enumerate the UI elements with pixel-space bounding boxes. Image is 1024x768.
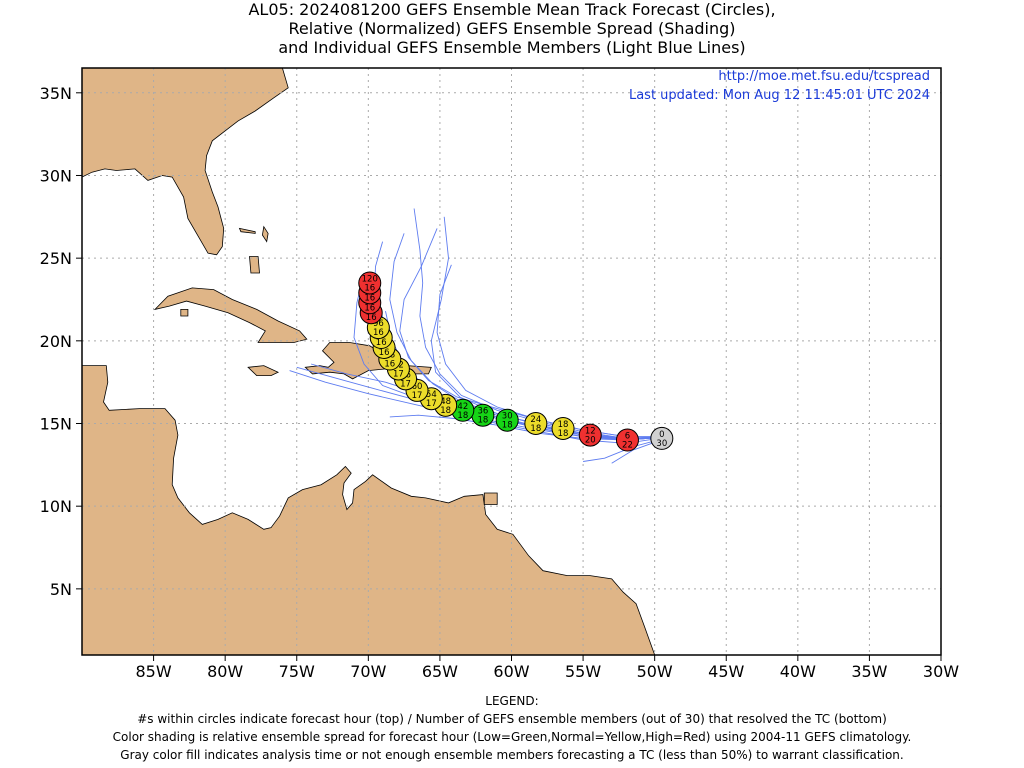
lat-tick-label: 35N bbox=[40, 84, 72, 103]
member-count-label: 17 bbox=[412, 391, 423, 401]
lon-tick-label: 35W bbox=[851, 662, 887, 681]
source-link[interactable]: http://moe.met.fsu.edu/tcspread bbox=[718, 69, 930, 84]
lat-tick-label: 20N bbox=[40, 332, 72, 351]
member-count-label: 16 bbox=[373, 328, 384, 338]
legend-heading: LEGEND: bbox=[485, 694, 539, 708]
ensemble-member-line bbox=[436, 264, 671, 438]
forecast-hour-label: 30 bbox=[502, 412, 513, 422]
member-count-label: 16 bbox=[364, 293, 375, 303]
map-title: AL05: 2024081200 GEFS Ensemble Mean Trac… bbox=[0, 0, 1024, 57]
forecast-hour-label: 18 bbox=[558, 420, 569, 430]
land-layer bbox=[82, 68, 656, 655]
legend-line-1: #s within circles indicate forecast hour… bbox=[137, 712, 887, 726]
forecast-hour-label: 48 bbox=[440, 397, 451, 407]
track-circle bbox=[495, 408, 519, 432]
lon-tick-label: 55W bbox=[565, 662, 601, 681]
lon-tick-label: 75W bbox=[279, 662, 315, 681]
lon-tick-label: 60W bbox=[493, 662, 529, 681]
forecast-hour-label: 36 bbox=[477, 407, 488, 417]
land-grand-bahama bbox=[238, 227, 256, 234]
track-circle bbox=[358, 271, 382, 295]
lon-tick-label: 30W bbox=[923, 662, 959, 681]
track-point: 622 bbox=[615, 428, 639, 452]
lon-tick-label: 50W bbox=[637, 662, 673, 681]
lat-tick-label: 15N bbox=[40, 415, 72, 434]
lon-tick-label: 85W bbox=[135, 662, 171, 681]
lat-tick-label: 10N bbox=[40, 497, 72, 516]
lat-tick-label: 5N bbox=[50, 580, 72, 599]
forecast-hour-label: 96 bbox=[373, 319, 384, 329]
member-count-label: 17 bbox=[400, 379, 411, 389]
lat-tick-label: 30N bbox=[40, 166, 72, 185]
land-jamaica bbox=[247, 365, 280, 377]
forecast-hour-label: 6 bbox=[625, 432, 630, 442]
member-count-label: 18 bbox=[477, 416, 488, 426]
member-count-label: 17 bbox=[426, 399, 437, 409]
track-circle bbox=[650, 426, 674, 450]
member-count-label: 18 bbox=[530, 424, 541, 434]
lon-tick-label: 70W bbox=[350, 662, 386, 681]
land-central-south-america bbox=[82, 365, 656, 655]
land-cuba bbox=[153, 287, 308, 343]
member-count-label: 18 bbox=[457, 411, 468, 421]
member-count-label: 16 bbox=[366, 313, 377, 323]
forecast-hour-label: 24 bbox=[530, 415, 541, 425]
member-count-label: 16 bbox=[384, 360, 395, 370]
land-trinidad bbox=[483, 492, 498, 505]
forecast-hour-label: 42 bbox=[457, 402, 468, 412]
member-count-label: 18 bbox=[558, 429, 569, 439]
legend-line-3: Gray color fill indicates analysis time … bbox=[120, 748, 904, 762]
title-line-1: AL05: 2024081200 GEFS Ensemble Mean Trac… bbox=[248, 0, 776, 19]
title-line-2: Relative (Normalized) GEFS Ensemble Spre… bbox=[288, 19, 736, 38]
lon-tick-label: 40W bbox=[780, 662, 816, 681]
track-point: 030 bbox=[650, 426, 674, 450]
mean-track-circles: 0306221220181824183018361842184818541760… bbox=[358, 271, 674, 452]
track-map: 0306221220181824183018361842184818541760… bbox=[40, 67, 960, 681]
last-updated: Last updated: Mon Aug 12 11:45:01 UTC 20… bbox=[629, 88, 930, 103]
member-count-label: 18 bbox=[440, 406, 451, 416]
legend: LEGEND: #s within circles indicate forec… bbox=[0, 692, 1024, 764]
lat-tick-label: 25N bbox=[40, 249, 72, 268]
member-count-label: 22 bbox=[622, 441, 633, 451]
track-circle bbox=[615, 428, 639, 452]
title-line-3: and Individual GEFS Ensemble Members (Li… bbox=[278, 38, 746, 57]
forecast-hour-label: 12 bbox=[585, 427, 596, 437]
member-count-label: 16 bbox=[376, 338, 387, 348]
track-circle bbox=[524, 412, 548, 436]
member-count-label: 16 bbox=[379, 348, 390, 358]
track-circle bbox=[578, 423, 602, 447]
member-count-label: 18 bbox=[502, 421, 513, 431]
land-abaco bbox=[261, 225, 269, 243]
lon-tick-label: 65W bbox=[422, 662, 458, 681]
member-count-label: 20 bbox=[585, 436, 596, 446]
axis-labels: 85W 80W 75W 70W 65W 60W 55W 50W 45W 40W 35W 30W 5N 10… bbox=[40, 84, 960, 681]
forecast-hour-label: 120 bbox=[362, 274, 378, 284]
land-isla-juventud bbox=[180, 308, 189, 317]
grid-layer bbox=[82, 68, 941, 655]
land-north-america bbox=[82, 68, 289, 256]
forecast-hour-label: 0 bbox=[659, 430, 664, 440]
forecast-hour-label: 54 bbox=[426, 390, 437, 400]
member-count-label: 16 bbox=[364, 283, 375, 293]
member-count-label: 30 bbox=[656, 439, 667, 449]
lon-tick-label: 45W bbox=[708, 662, 744, 681]
track-circle bbox=[551, 416, 575, 440]
forecast-hour-label: 60 bbox=[412, 382, 423, 392]
land-andros bbox=[249, 256, 260, 274]
legend-line-2: Color shading is relative ensemble sprea… bbox=[112, 730, 912, 744]
member-count-label: 17 bbox=[393, 369, 404, 379]
lon-tick-label: 80W bbox=[207, 662, 243, 681]
member-count-label: 16 bbox=[364, 303, 375, 313]
